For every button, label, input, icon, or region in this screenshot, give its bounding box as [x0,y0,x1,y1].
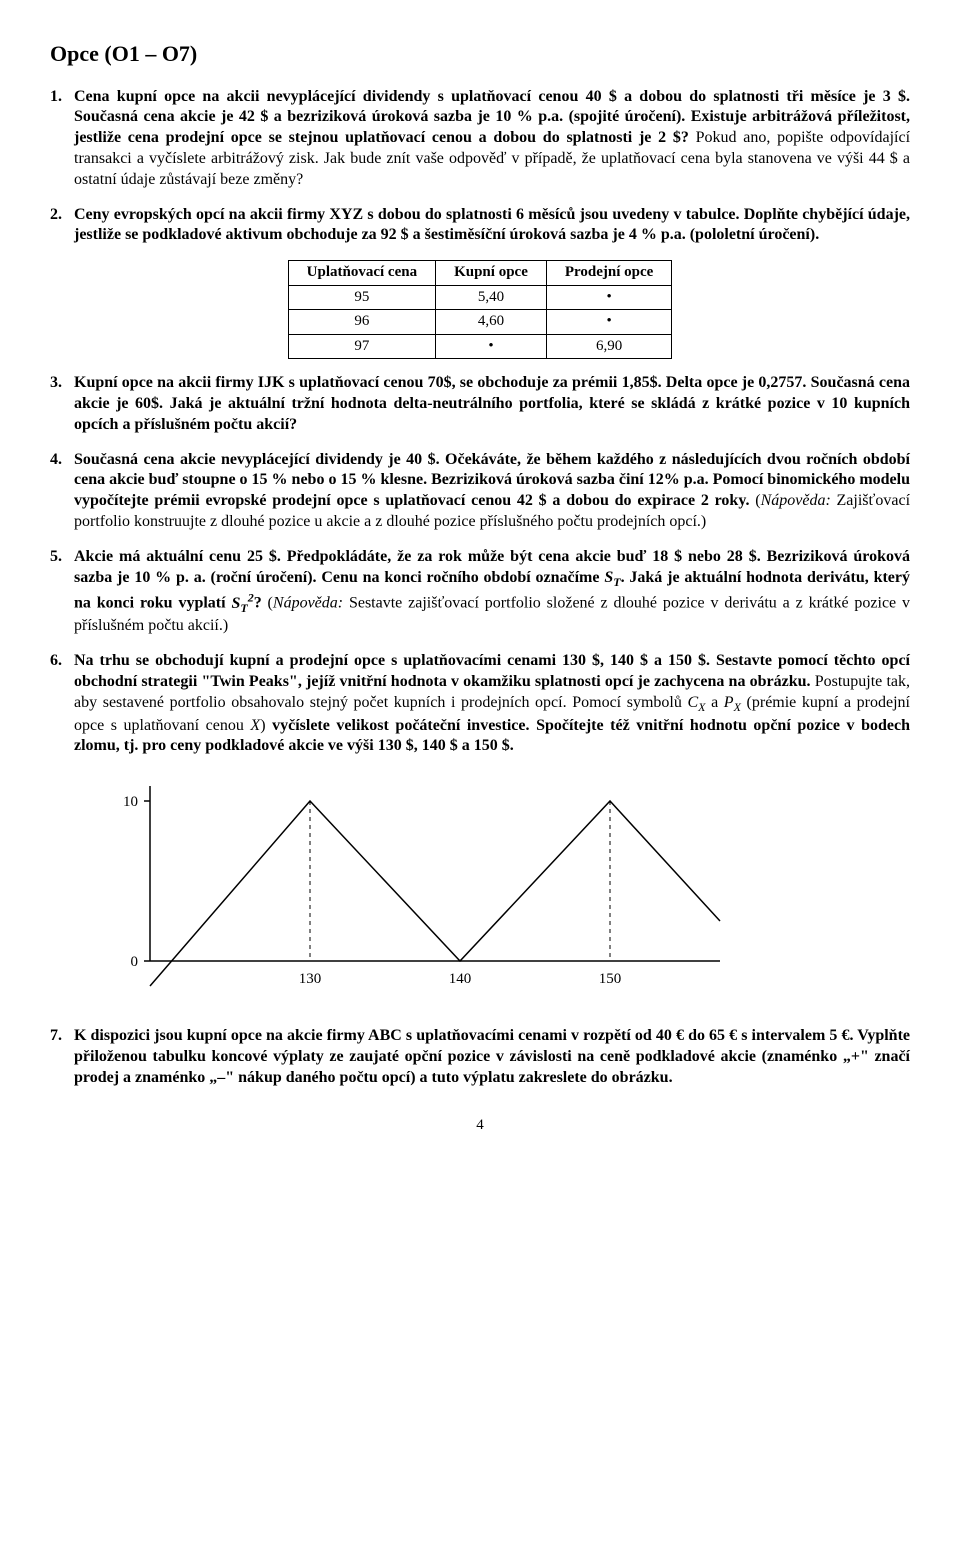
table-cell: 6,90 [546,334,671,359]
table-cell: • [436,334,547,359]
table-row: 964,60• [288,310,672,335]
item-body: Ceny evropských opcí na akcii firmy XYZ … [74,205,910,247]
table-cell: 95 [288,285,435,310]
item-number: 5. [50,547,74,637]
item-number: 2. [50,205,74,247]
item-body: Kupní opce na akcii firmy IJK s uplatňov… [74,373,910,435]
table-cell: 96 [288,310,435,335]
item-number: 6. [50,651,74,757]
item-body: Akcie má aktuální cenu 25 $. Předpokládá… [74,547,910,637]
page-title: Opce (O1 – O7) [50,40,910,69]
table-cell: • [546,310,671,335]
svg-text:140: 140 [449,971,472,987]
table-cell: 5,40 [436,285,547,310]
page-number: 4 [50,1116,910,1136]
item-body: Cena kupní opce na akcii nevyplácející d… [74,87,910,191]
item-number: 3. [50,373,74,435]
table-header: Uplatňovací cena [288,261,435,286]
list-item: 1.Cena kupní opce na akcii nevyplácející… [50,87,910,191]
chart-svg: 10 0 130 140 150 [80,771,740,1011]
list-item: 7.K dispozici jsou kupní opce na akcie f… [50,1026,910,1088]
options-table: Uplatňovací cenaKupní opceProdejní opce9… [288,260,673,359]
list-item: 4.Současná cena akcie nevyplácející divi… [50,450,910,533]
item-body: K dispozici jsou kupní opce na akcie fir… [74,1026,910,1088]
list-item: 3.Kupní opce na akcii firmy IJK s uplatň… [50,373,910,435]
table-cell: 4,60 [436,310,547,335]
item-number: 4. [50,450,74,533]
table-cell: • [546,285,671,310]
svg-text:130: 130 [299,971,322,987]
table-cell: 97 [288,334,435,359]
list-item: 6.Na trhu se obchodují kupní a prodejní … [50,651,910,757]
list-item: 2.Ceny evropských opcí na akcii firmy XY… [50,205,910,247]
table-row: 97•6,90 [288,334,672,359]
table-header: Prodejní opce [546,261,671,286]
table-header: Kupní opce [436,261,547,286]
list-item: 5.Akcie má aktuální cenu 25 $. Předpoklá… [50,547,910,637]
table-row: 955,40• [288,285,672,310]
item-body: Současná cena akcie nevyplácející divide… [74,450,910,533]
svg-text:0: 0 [131,954,139,970]
item-number: 7. [50,1026,74,1088]
twin-peaks-chart: 10 0 130 140 150 [80,771,910,1018]
item-body: Na trhu se obchodují kupní a prodejní op… [74,651,910,757]
svg-text:10: 10 [123,794,138,810]
item-number: 1. [50,87,74,191]
svg-text:150: 150 [599,971,622,987]
